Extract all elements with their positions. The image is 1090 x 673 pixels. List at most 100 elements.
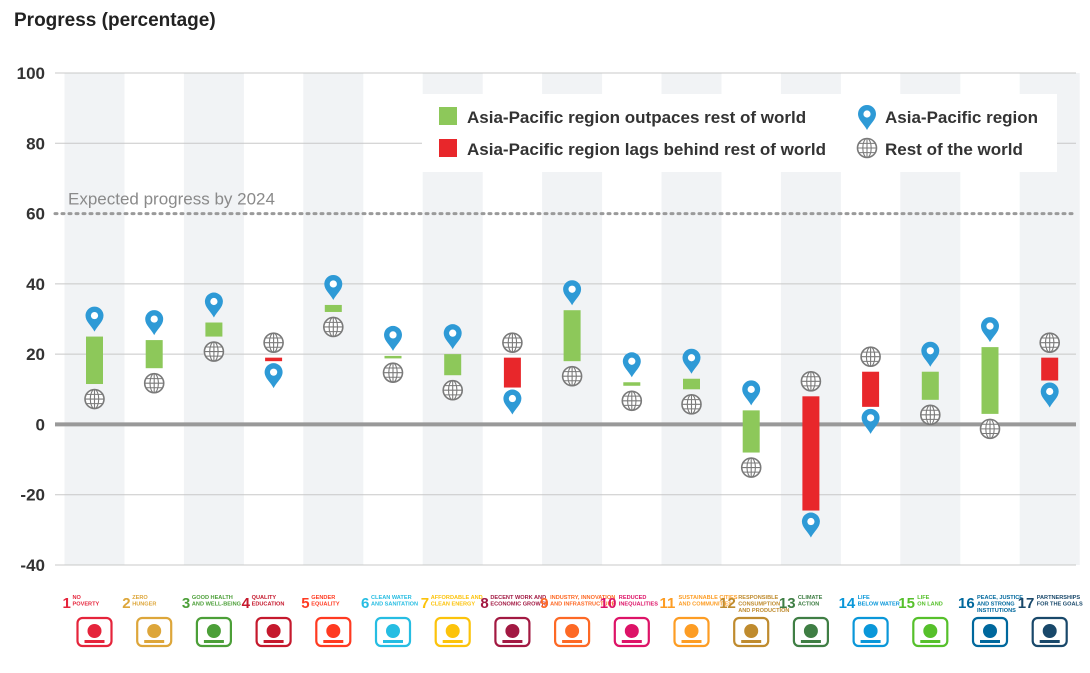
asia-pacific-marker-goal-12	[742, 380, 761, 406]
sdg-goal-8-icon	[494, 616, 531, 648]
asia-pacific-marker-goal-6	[384, 325, 402, 351]
goal-name-line: GOOD HEALTH	[192, 595, 233, 601]
y-tick-label: 20	[26, 345, 45, 364]
goal-number: 2	[122, 595, 130, 612]
sdg-goal-1-icon	[76, 616, 113, 648]
rest-of-world-marker-goal-9	[561, 365, 583, 387]
gap-bar-goal-7	[444, 354, 462, 376]
goal-name-line: ECONOMIC GROWTH	[490, 602, 548, 608]
goal-name-line: QUALITY	[252, 595, 277, 601]
rest-of-world-marker-goal-3	[203, 341, 225, 362]
sdg-goal-15-icon	[912, 616, 949, 648]
goal-name-line: EQUALITY	[311, 602, 340, 608]
rest-of-world-marker-goal-8	[502, 332, 523, 353]
goal-name-line: ZERO	[132, 595, 148, 601]
goal-name-line: CONSUMPTION	[738, 602, 780, 608]
asia-pacific-marker-goal-11	[682, 348, 701, 374]
gap-bar-goal-6	[384, 355, 402, 359]
goal-name-line: INDUSTRY, INNOVATION	[550, 595, 615, 601]
gap-bar-goal-1	[86, 336, 103, 385]
goal-name-line: AND SANITATION	[371, 602, 418, 608]
goal-name-line: ACTION	[798, 602, 819, 608]
asia-pacific-marker-goal-7	[443, 324, 462, 350]
chart-title: Progress (percentage)	[14, 10, 216, 31]
sdg-goal-12-icon	[733, 616, 770, 648]
legend-label-outpaces: Asia-Pacific region outpaces rest of wor…	[467, 108, 806, 127]
goal-name-line: GENDER	[311, 595, 335, 601]
goal-name-line: LIFE	[917, 595, 929, 601]
goal-number: 15	[898, 595, 915, 612]
gap-bar-goal-9	[563, 310, 581, 362]
gap-bar-goal-13	[802, 396, 820, 511]
column-stripe	[183, 73, 244, 565]
y-tick-label: 100	[17, 64, 45, 83]
rest-of-world-marker-goal-4	[263, 332, 284, 353]
goal-name-line: CLEAN ENERGY	[431, 602, 476, 608]
y-tick-label: -40	[20, 556, 45, 575]
rest-of-world-marker-goal-2	[143, 372, 165, 394]
gap-bar-goal-4	[265, 357, 283, 362]
goal-name-line: RESPONSIBLE	[738, 595, 778, 601]
goal-name-line: CLEAN WATER	[371, 595, 412, 601]
goal-number: 11	[660, 595, 676, 612]
sdg-goal-17-icon	[1031, 616, 1068, 648]
legend-pin-icon	[858, 105, 876, 130]
asia-pacific-marker-goal-10	[622, 352, 641, 378]
gap-bar-goal-5	[324, 304, 342, 312]
sdg-goal-6-icon	[374, 616, 412, 648]
y-tick-label: 0	[36, 415, 45, 434]
goal-name-line: AND COMMUNITIES	[679, 602, 733, 608]
gap-bar-goal-14	[862, 371, 880, 407]
rest-of-world-marker-goal-5	[322, 316, 344, 338]
goal-name-line: FOR THE GOALS	[1037, 602, 1083, 608]
rest-of-world-marker-goal-15	[919, 404, 941, 426]
goal-number: 9	[540, 595, 548, 612]
goal-number: 16	[958, 595, 975, 612]
goal-name-line: AND STRONG	[977, 602, 1015, 608]
goal-name-line: SUSTAINABLE CITIES	[679, 595, 738, 601]
goal-number: 12	[719, 595, 736, 612]
goal-number: 1	[63, 595, 71, 612]
goal-name-line: PEACE, JUSTICE	[977, 595, 1023, 601]
gap-bar-goal-12	[742, 410, 760, 453]
y-tick-label: 80	[26, 134, 45, 153]
goal-name-line: INEQUALITIES	[619, 602, 658, 608]
goal-number: 5	[301, 595, 309, 612]
sdg-goal-16-icon	[971, 616, 1009, 648]
legend-swatch-lags	[439, 139, 457, 157]
gap-bar-goal-2	[145, 340, 163, 369]
gap-bar-goal-16	[981, 347, 999, 414]
sdg-goal-4-icon	[255, 616, 292, 648]
rest-of-world-marker-goal-7	[442, 379, 464, 401]
legend-label-lags: Asia-Pacific region lags behind rest of …	[467, 140, 826, 159]
goal-name-line: ON LAND	[917, 602, 942, 608]
gap-bar-goal-17	[1041, 357, 1059, 381]
goal-name-line: EDUCATION	[252, 602, 285, 608]
asia-pacific-marker-goal-16	[981, 317, 999, 343]
goal-number: 4	[242, 595, 251, 612]
gap-bar-goal-10	[623, 382, 641, 386]
sdg-goal-3-icon	[195, 616, 232, 648]
goal-name-line: AND PRODUCTION	[738, 608, 789, 614]
goal-number: 14	[839, 595, 856, 612]
asia-pacific-marker-goal-17	[1040, 382, 1059, 408]
goal-number: 6	[361, 595, 369, 612]
asia-pacific-marker-goal-13	[801, 512, 820, 538]
rest-of-world-marker-goal-12	[740, 457, 762, 478]
goal-number: 13	[779, 595, 796, 612]
goal-name-line: PARTNERSHIPS	[1037, 595, 1081, 601]
asia-pacific-marker-goal-15	[921, 341, 940, 367]
